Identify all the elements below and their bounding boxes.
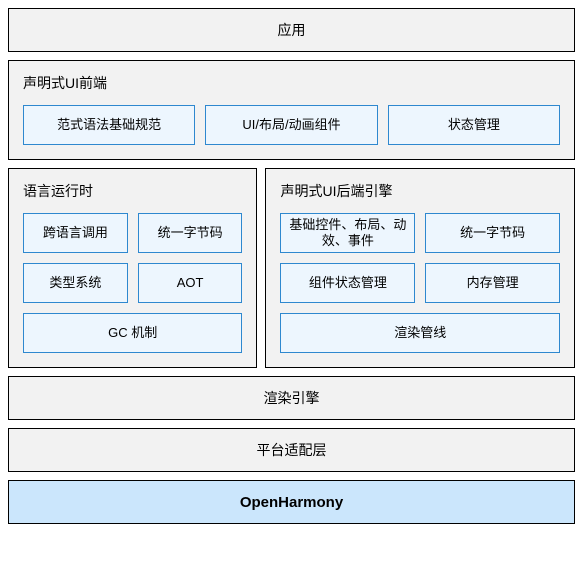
- backend-item: 组件状态管理: [280, 263, 415, 303]
- layer-render-engine-label: 渲染引擎: [264, 388, 320, 408]
- runtime-item: GC 机制: [23, 313, 242, 353]
- layer-openharmony-label: OpenHarmony: [240, 494, 343, 511]
- runtime-item: 统一字节码: [138, 213, 243, 253]
- frontend-item: 范式语法基础规范: [23, 105, 195, 145]
- backend-item: 渲染管线: [280, 313, 560, 353]
- runtime-items: 跨语言调用 统一字节码 类型系统 AOT GC 机制: [23, 213, 242, 353]
- runtime-item: AOT: [138, 263, 243, 303]
- layer-platform-adapter: 平台适配层: [8, 428, 575, 472]
- layer-runtime-title: 语言运行时: [23, 181, 242, 201]
- layer-openharmony: OpenHarmony: [8, 480, 575, 524]
- layer-application: 应用: [8, 8, 575, 52]
- layer-frontend: 声明式UI前端 范式语法基础规范 UI/布局/动画组件 状态管理: [8, 60, 575, 160]
- layer-backend-title: 声明式UI后端引擎: [280, 181, 560, 201]
- middle-row: 语言运行时 跨语言调用 统一字节码 类型系统 AOT GC 机制 声明式UI后端…: [8, 168, 575, 368]
- backend-item: 统一字节码: [425, 213, 560, 253]
- frontend-item: 状态管理: [388, 105, 560, 145]
- architecture-diagram: 应用 声明式UI前端 范式语法基础规范 UI/布局/动画组件 状态管理 语言运行…: [0, 0, 583, 566]
- backend-items: 基础控件、布局、动效、事件 统一字节码 组件状态管理 内存管理 渲染管线: [280, 213, 560, 353]
- frontend-items: 范式语法基础规范 UI/布局/动画组件 状态管理: [23, 105, 560, 145]
- backend-item: 基础控件、布局、动效、事件: [280, 213, 415, 253]
- layer-render-engine: 渲染引擎: [8, 376, 575, 420]
- frontend-item: UI/布局/动画组件: [205, 105, 377, 145]
- runtime-item: 类型系统: [23, 263, 128, 303]
- runtime-item: 跨语言调用: [23, 213, 128, 253]
- layer-platform-adapter-label: 平台适配层: [257, 440, 327, 460]
- layer-application-label: 应用: [278, 20, 306, 40]
- layer-backend: 声明式UI后端引擎 基础控件、布局、动效、事件 统一字节码 组件状态管理 内存管…: [265, 168, 575, 368]
- layer-frontend-title: 声明式UI前端: [23, 73, 560, 93]
- backend-item: 内存管理: [425, 263, 560, 303]
- layer-runtime: 语言运行时 跨语言调用 统一字节码 类型系统 AOT GC 机制: [8, 168, 257, 368]
